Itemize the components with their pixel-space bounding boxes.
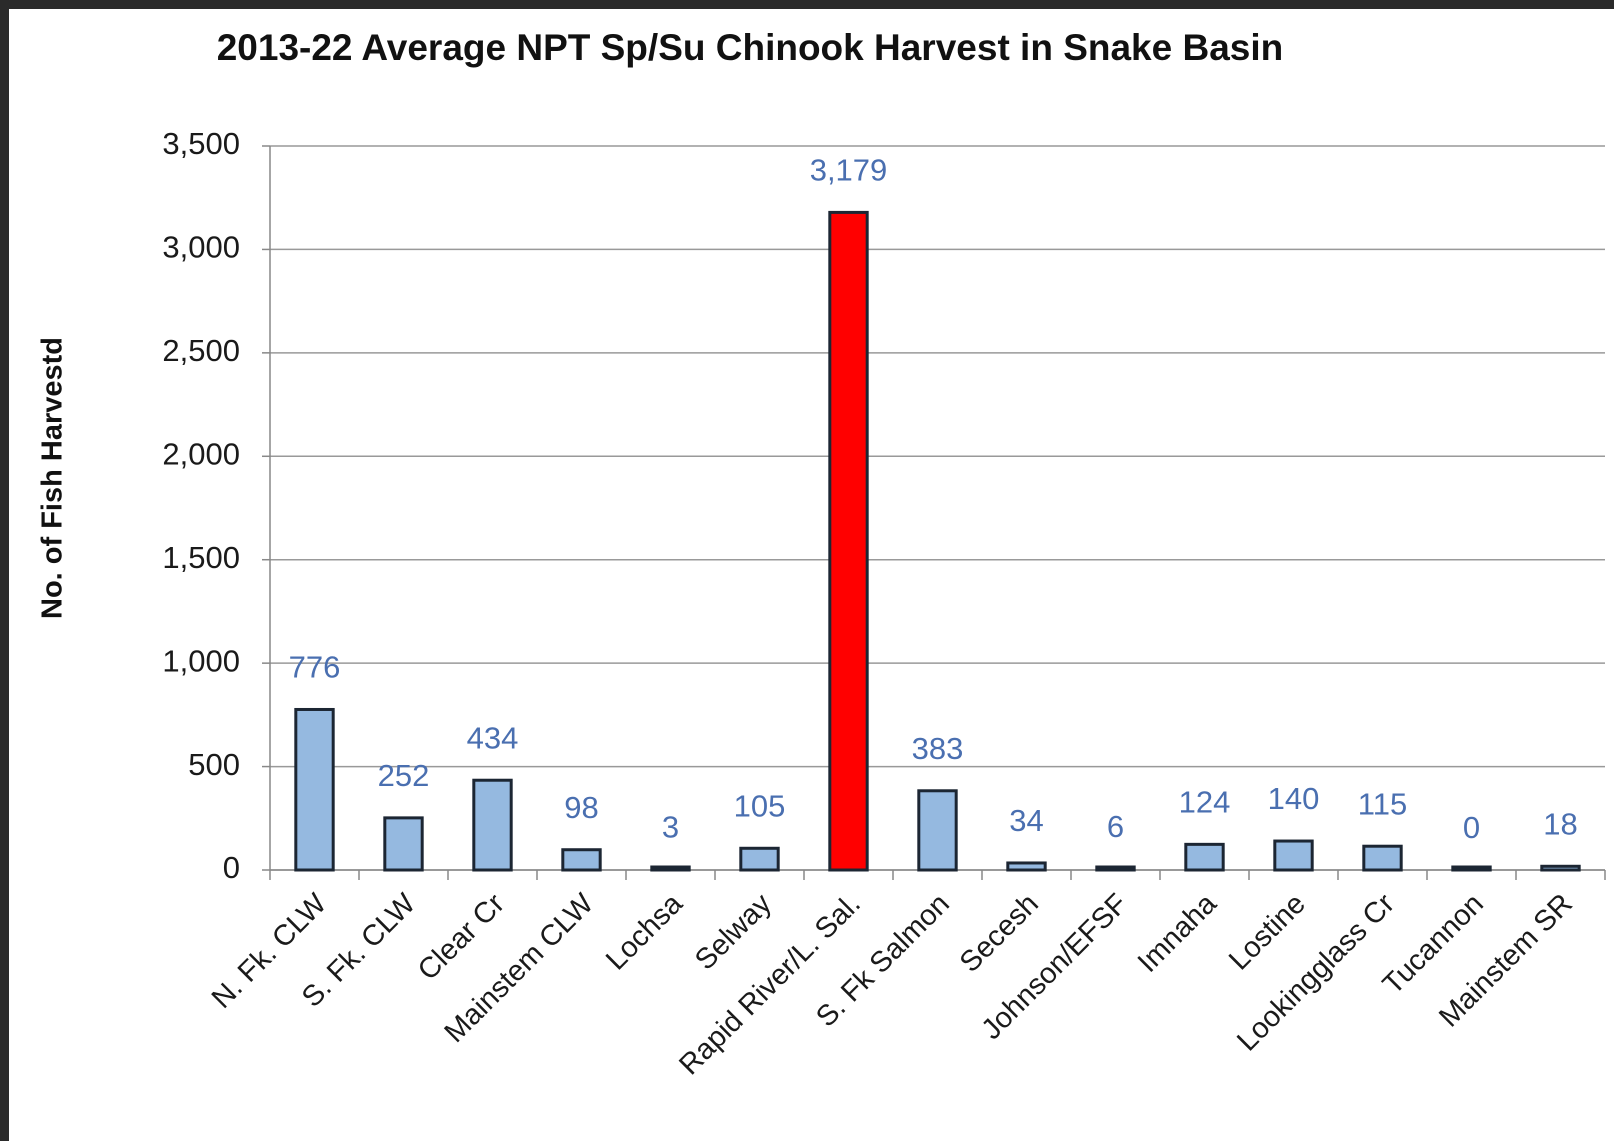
bar (1006, 861, 1047, 872)
data-label: 3 (662, 810, 679, 845)
data-label: 105 (734, 788, 786, 823)
bar (383, 816, 424, 872)
y-tick-label: 500 (188, 747, 240, 782)
bar (1540, 864, 1581, 872)
bar (828, 210, 869, 872)
bar (917, 789, 958, 872)
bar (1095, 865, 1136, 872)
bar (650, 865, 691, 872)
bar (294, 707, 335, 872)
data-label: 252 (378, 758, 430, 793)
data-label: 98 (564, 790, 598, 825)
data-label: 124 (1179, 785, 1231, 820)
bar (1362, 844, 1403, 872)
bar (1184, 842, 1225, 872)
y-tick-label: 2,500 (162, 333, 240, 368)
bar (561, 848, 602, 872)
data-label: 18 (1543, 806, 1577, 841)
bar (739, 846, 780, 872)
bar (1273, 839, 1314, 872)
data-label: 0 (1463, 810, 1480, 845)
data-label: 776 (289, 650, 341, 685)
chart-background (9, 9, 1614, 1141)
data-label: 115 (1358, 786, 1407, 821)
bar (472, 778, 513, 872)
data-label: 6 (1107, 809, 1124, 844)
chart-title: 2013-22 Average NPT Sp/Su Chinook Harves… (217, 27, 1284, 68)
y-tick-label: 3,000 (162, 230, 240, 265)
y-tick-label: 1,000 (162, 643, 240, 678)
y-tick-label: 2,000 (162, 436, 240, 471)
data-label: 434 (467, 720, 519, 755)
data-label: 34 (1009, 803, 1043, 838)
bar (1451, 865, 1492, 872)
y-tick-label: 0 (223, 850, 240, 885)
data-label: 383 (912, 731, 964, 766)
data-label: 140 (1268, 781, 1320, 816)
y-tick-label: 1,500 (162, 540, 240, 575)
data-label: 3,179 (810, 153, 888, 188)
y-axis-title: No. of Fish Harvestd (37, 337, 69, 619)
y-tick-label: 3,500 (162, 126, 240, 161)
